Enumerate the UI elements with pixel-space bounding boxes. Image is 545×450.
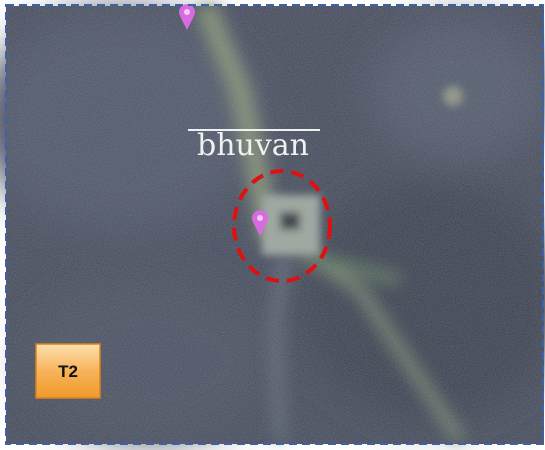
- watermark: bhuvan: [197, 128, 309, 163]
- satellite-view: bhuvan T2: [0, 0, 545, 450]
- label-text: T2: [58, 362, 78, 381]
- page: bhuvan T2 (() => { const data = JSON.par…: [0, 0, 545, 450]
